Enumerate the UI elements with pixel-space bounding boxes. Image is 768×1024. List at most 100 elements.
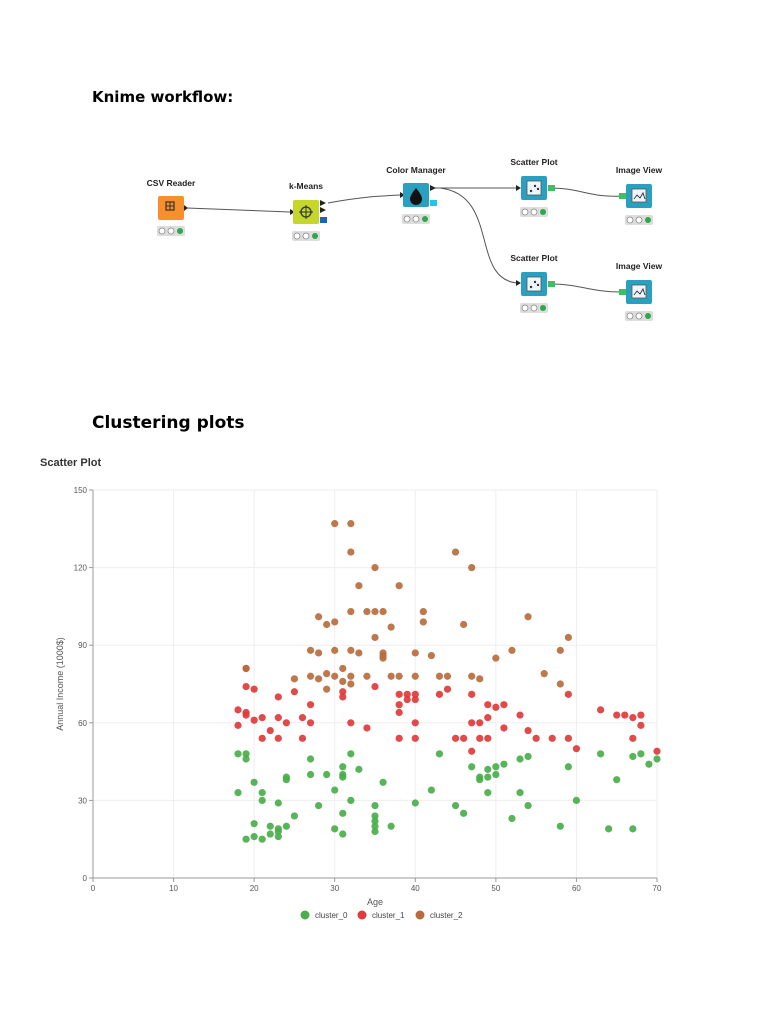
- data-point-cluster_0[interactable]: [266, 822, 274, 830]
- data-point-cluster_0[interactable]: [597, 750, 605, 758]
- data-point-cluster_2[interactable]: [468, 564, 476, 572]
- data-point-cluster_1[interactable]: [234, 706, 242, 714]
- data-point-cluster_2[interactable]: [395, 672, 403, 680]
- data-point-cluster_0[interactable]: [234, 789, 242, 797]
- data-point-cluster_2[interactable]: [371, 607, 379, 616]
- data-point-cluster_1[interactable]: [629, 714, 637, 722]
- node-scatter-plot-2[interactable]: Scatter Plot: [510, 253, 558, 313]
- data-point-cluster_2[interactable]: [411, 649, 419, 657]
- data-point-cluster_1[interactable]: [500, 724, 508, 732]
- data-point-cluster_1[interactable]: [548, 734, 556, 742]
- data-point-cluster_2[interactable]: [323, 685, 331, 693]
- data-point-cluster_1[interactable]: [371, 682, 379, 691]
- data-point-cluster_2[interactable]: [315, 613, 323, 621]
- data-point-cluster_0[interactable]: [242, 835, 250, 843]
- data-point-cluster_0[interactable]: [274, 827, 282, 836]
- data-point-cluster_0[interactable]: [250, 820, 258, 828]
- data-point-cluster_1[interactable]: [395, 701, 403, 709]
- data-point-cluster_0[interactable]: [355, 765, 363, 773]
- data-point-cluster_2[interactable]: [347, 607, 355, 616]
- data-point-cluster_0[interactable]: [347, 796, 355, 804]
- data-point-cluster_0[interactable]: [387, 822, 395, 830]
- data-point-cluster_0[interactable]: [556, 822, 564, 830]
- data-point-cluster_2[interactable]: [476, 675, 484, 683]
- data-point-cluster_1[interactable]: [516, 711, 524, 719]
- legend-label-cluster_2[interactable]: cluster_2: [430, 911, 463, 920]
- data-point-cluster_0[interactable]: [484, 773, 492, 781]
- data-point-cluster_2[interactable]: [315, 649, 323, 657]
- data-point-cluster_2[interactable]: [347, 680, 355, 688]
- data-point-cluster_2[interactable]: [323, 620, 331, 629]
- data-point-cluster_1[interactable]: [484, 714, 492, 722]
- data-point-cluster_0[interactable]: [524, 752, 532, 761]
- data-point-cluster_0[interactable]: [323, 770, 331, 779]
- data-point-cluster_1[interactable]: [339, 688, 347, 696]
- data-point-cluster_2[interactable]: [331, 618, 339, 626]
- node-scatter-plot-1[interactable]: Scatter Plot: [510, 157, 558, 217]
- data-point-cluster_0[interactable]: [629, 825, 637, 833]
- data-point-cluster_1[interactable]: [250, 716, 258, 724]
- data-point-cluster_0[interactable]: [500, 760, 508, 768]
- data-point-cluster_1[interactable]: [411, 719, 419, 727]
- data-point-cluster_0[interactable]: [613, 776, 621, 784]
- data-point-cluster_2[interactable]: [419, 618, 427, 626]
- data-point-cluster_0[interactable]: [468, 763, 476, 771]
- data-point-cluster_0[interactable]: [306, 755, 315, 763]
- data-point-cluster_1[interactable]: [476, 734, 484, 742]
- data-point-cluster_2[interactable]: [306, 646, 315, 654]
- data-point-cluster_1[interactable]: [411, 695, 419, 704]
- data-point-cluster_0[interactable]: [427, 786, 435, 794]
- data-point-cluster_1[interactable]: [460, 734, 468, 742]
- data-point-cluster_1[interactable]: [564, 690, 572, 698]
- data-point-cluster_1[interactable]: [572, 745, 581, 753]
- data-point-cluster_0[interactable]: [524, 801, 532, 810]
- data-point-cluster_1[interactable]: [468, 719, 476, 727]
- data-point-cluster_2[interactable]: [564, 633, 572, 642]
- data-point-cluster_2[interactable]: [347, 520, 355, 528]
- data-point-cluster_2[interactable]: [347, 646, 355, 654]
- data-point-cluster_2[interactable]: [492, 654, 500, 662]
- node-image-view-1[interactable]: Image View: [616, 165, 663, 225]
- data-point-cluster_0[interactable]: [282, 822, 290, 830]
- data-point-cluster_1[interactable]: [637, 711, 645, 719]
- data-point-cluster_0[interactable]: [339, 809, 347, 817]
- data-point-cluster_2[interactable]: [411, 672, 419, 680]
- legend-marker-cluster_2[interactable]: [415, 910, 425, 920]
- data-point-cluster_2[interactable]: [347, 672, 355, 680]
- data-point-cluster_1[interactable]: [597, 706, 605, 714]
- data-point-cluster_1[interactable]: [492, 703, 500, 711]
- data-point-cluster_2[interactable]: [290, 675, 299, 683]
- legend-label-cluster_0[interactable]: cluster_0: [315, 911, 348, 920]
- data-point-cluster_0[interactable]: [282, 776, 290, 784]
- data-point-cluster_2[interactable]: [508, 646, 516, 654]
- data-point-cluster_2[interactable]: [306, 672, 315, 680]
- data-point-cluster_2[interactable]: [347, 548, 355, 556]
- data-point-cluster_1[interactable]: [524, 726, 532, 735]
- data-point-cluster_2[interactable]: [363, 672, 371, 680]
- data-point-cluster_1[interactable]: [637, 721, 645, 729]
- data-point-cluster_1[interactable]: [532, 734, 540, 742]
- data-point-cluster_1[interactable]: [339, 693, 347, 701]
- node-csv-reader[interactable]: CSV Reader: [147, 178, 196, 236]
- data-point-cluster_0[interactable]: [347, 750, 355, 758]
- data-point-cluster_0[interactable]: [411, 799, 419, 807]
- data-point-cluster_0[interactable]: [516, 755, 524, 763]
- data-point-cluster_0[interactable]: [371, 822, 379, 830]
- data-point-cluster_1[interactable]: [282, 719, 290, 727]
- data-point-cluster_0[interactable]: [274, 799, 282, 807]
- data-point-cluster_2[interactable]: [451, 548, 460, 556]
- data-point-cluster_0[interactable]: [258, 796, 266, 804]
- data-point-cluster_1[interactable]: [266, 726, 274, 735]
- data-point-cluster_2[interactable]: [427, 651, 435, 660]
- data-point-cluster_1[interactable]: [306, 719, 315, 727]
- data-point-cluster_1[interactable]: [500, 701, 508, 709]
- data-point-cluster_0[interactable]: [371, 827, 379, 836]
- data-point-cluster_0[interactable]: [339, 763, 347, 771]
- data-point-cluster_1[interactable]: [298, 714, 307, 722]
- data-point-cluster_0[interactable]: [274, 833, 282, 841]
- data-point-cluster_0[interactable]: [629, 752, 637, 761]
- data-point-cluster_0[interactable]: [258, 835, 266, 843]
- data-point-cluster_0[interactable]: [339, 830, 347, 838]
- data-point-cluster_2[interactable]: [315, 675, 323, 683]
- data-point-cluster_0[interactable]: [484, 789, 492, 797]
